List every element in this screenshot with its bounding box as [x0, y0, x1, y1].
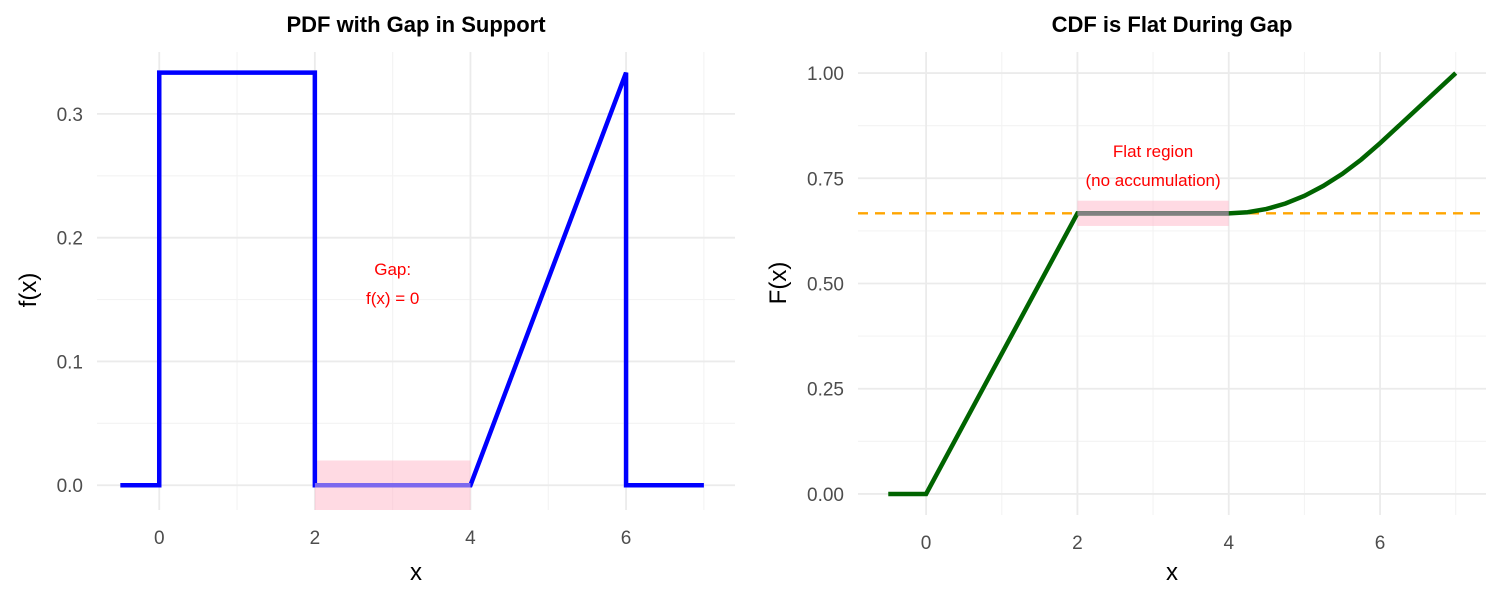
y-tick-label: 0.00	[807, 485, 844, 506]
pdf-series-line	[120, 70, 704, 488]
series-line-0	[888, 71, 1458, 497]
cdf-gridlines	[858, 52, 1486, 515]
cdf-flat-annotation: Flat region (no accumulation)	[1086, 142, 1221, 190]
pdf-chart-title: PDF with Gap in Support	[286, 12, 546, 37]
x-tick-label: 0	[154, 528, 165, 549]
series-line-0	[120, 70, 704, 488]
y-tick-label: 0.75	[807, 169, 844, 190]
cdf-x-tick-labels: 0 2 4 6	[921, 533, 1386, 554]
cdf-y-tick-labels: 0.00 0.25 0.50 0.75 1.00	[807, 64, 844, 506]
pdf-y-tick-labels: 0.0 0.1 0.2 0.3	[57, 105, 83, 497]
x-tick-label: 6	[1375, 533, 1386, 554]
x-tick-label: 6	[621, 528, 632, 549]
cdf-chart-title: CDF is Flat During Gap	[1052, 12, 1293, 37]
cdf-panel: CDF is Flat During Gap 0 2 4 6 0.00 0.25 0.50…	[765, 12, 1486, 586]
y-tick-label: 0.0	[57, 476, 83, 497]
y-tick-label: 0.25	[807, 380, 844, 401]
annotation-line: (no accumulation)	[1086, 171, 1221, 190]
pdf-y-axis-title: f(x)	[15, 273, 42, 308]
y-tick-label: 0.1	[57, 352, 83, 373]
x-tick-label: 0	[921, 533, 932, 554]
annotation-line: Flat region	[1113, 142, 1193, 161]
pdf-x-axis-title: x	[410, 559, 422, 586]
y-tick-label: 0.2	[57, 229, 83, 250]
cdf-x-axis-title: x	[1166, 559, 1178, 586]
x-tick-label: 4	[465, 528, 476, 549]
x-tick-label: 2	[310, 528, 321, 549]
annotation-line: f(x) = 0	[366, 289, 419, 308]
x-tick-label: 2	[1072, 533, 1083, 554]
pdf-x-tick-labels: 0 2 4 6	[154, 528, 631, 549]
pdf-gap-annotation: Gap: f(x) = 0	[366, 260, 419, 308]
y-tick-label: 0.50	[807, 275, 844, 296]
y-tick-label: 0.3	[57, 105, 83, 126]
y-tick-label: 1.00	[807, 64, 844, 85]
cdf-series-line	[888, 71, 1458, 497]
cdf-y-axis-title: F(x)	[765, 262, 792, 305]
x-tick-label: 4	[1223, 533, 1234, 554]
annotation-line: Gap:	[374, 260, 411, 279]
